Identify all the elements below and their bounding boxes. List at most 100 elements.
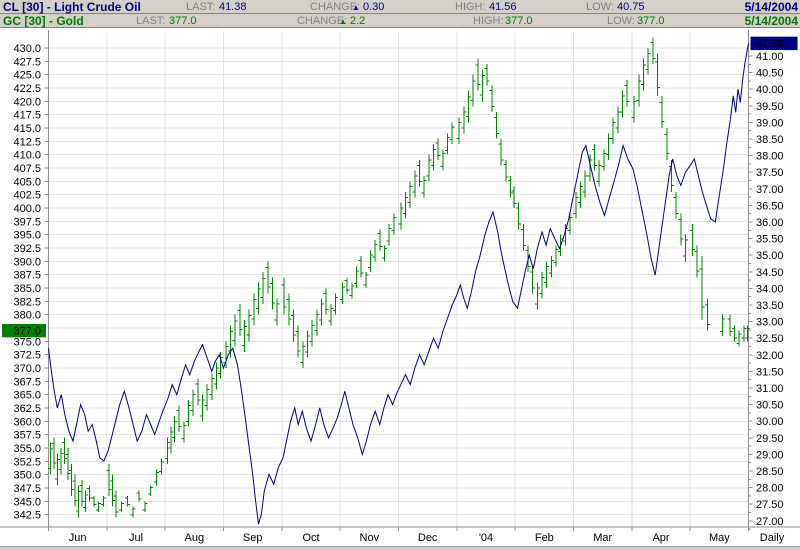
axis-label: 342.5 xyxy=(13,510,41,522)
axis-label: 352.5 xyxy=(13,456,41,468)
x-axis-labels: Jun Jul Aug Sep Oct Nov Dec '04 Feb Mar Apr May Dail… xyxy=(69,532,785,544)
axis-label: 29.50 xyxy=(756,433,784,445)
axis-label: 357.5 xyxy=(13,430,41,442)
axis-label: 422.5 xyxy=(13,83,41,95)
axis-frame xyxy=(0,30,800,531)
timeframe-label: Daily xyxy=(760,532,785,544)
axis-label: 362.5 xyxy=(13,403,41,415)
axis-label: 40.50 xyxy=(756,68,784,80)
axis-label: 407.5 xyxy=(13,163,41,175)
up-arrow-icon: ▲ xyxy=(352,3,360,12)
axis-label: 31.00 xyxy=(756,383,784,395)
axis-label: 385.0 xyxy=(13,283,41,295)
crude-last-price-tag: 41.38 xyxy=(750,36,798,50)
axis-label: 425.0 xyxy=(13,70,41,82)
gold-last-price-tag: 377.0 xyxy=(2,323,46,338)
x-axis-label: Jun xyxy=(69,532,87,544)
quote-row-gold[interactable]: GC [30] - Gold LAST: 377.0 CHANGE: ▲ 2.2… xyxy=(0,14,800,28)
low-label: LOW: xyxy=(607,15,635,27)
axis-label: 410.0 xyxy=(13,150,41,162)
axis-label: 27.50 xyxy=(756,499,784,511)
axis-label: 400.0 xyxy=(13,203,41,215)
last-label: LAST: xyxy=(186,1,216,13)
axis-label: 36.00 xyxy=(756,217,784,229)
x-axis-label: Feb xyxy=(535,532,554,544)
axis-label: 41.00 xyxy=(756,51,784,63)
axis-label: 345.0 xyxy=(13,496,41,508)
axis-label: 40.00 xyxy=(756,84,784,96)
window-bottom-edge xyxy=(0,546,800,550)
symbol-gold: GC [30] - Gold xyxy=(3,14,84,28)
axis-label: 37.00 xyxy=(756,184,784,196)
quote-row-crude[interactable]: CL [30] - Light Crude Oil LAST: 41.38 CH… xyxy=(0,0,800,14)
x-axis-label: Aug xyxy=(185,532,205,544)
gold-ohlc-bars xyxy=(47,37,750,518)
last-label: LAST: xyxy=(136,15,166,27)
last-value: 377.0 xyxy=(169,15,197,27)
axis-label: 27.00 xyxy=(756,516,784,528)
axis-label: 28.00 xyxy=(756,483,784,495)
crude-oil-line xyxy=(48,43,749,525)
quote-date: 5/14/2004 xyxy=(744,0,798,14)
axis-label: 34.50 xyxy=(756,267,784,279)
gold-last-price-text: 377.0 xyxy=(13,326,41,338)
axis-label: 427.5 xyxy=(13,56,41,68)
axis-label: 387.5 xyxy=(13,270,41,282)
axis-label: 360.0 xyxy=(13,416,41,428)
axis-label: 34.00 xyxy=(756,283,784,295)
x-axis-label: May xyxy=(709,532,730,544)
x-axis-label: Nov xyxy=(360,532,380,544)
x-axis-label: Sep xyxy=(243,532,263,544)
axis-label: 382.5 xyxy=(13,296,41,308)
x-axis-label: '04 xyxy=(479,532,493,544)
low-value: 40.75 xyxy=(617,1,645,13)
axis-label: 397.5 xyxy=(13,216,41,228)
quote-date: 5/14/2004 xyxy=(744,14,798,28)
change-label: CHANGE: xyxy=(310,1,361,13)
axis-label: 38.00 xyxy=(756,151,784,163)
up-arrow-icon: ▲ xyxy=(339,17,347,26)
axis-label: 380.0 xyxy=(13,310,41,322)
x-axis-label: Oct xyxy=(302,532,319,544)
low-label: LOW: xyxy=(586,1,614,13)
axis-label: 31.50 xyxy=(756,366,784,378)
axis-label: 32.00 xyxy=(756,350,784,362)
x-axis-label: Dec xyxy=(418,532,438,544)
axis-label: 415.0 xyxy=(13,123,41,135)
axis-label: 28.50 xyxy=(756,466,784,478)
axis-label: 372.5 xyxy=(13,350,41,362)
change-value: 0.30 xyxy=(363,1,385,13)
axis-label: 430.0 xyxy=(13,43,41,55)
x-axis-label: Apr xyxy=(652,532,669,544)
axis-label: 33.50 xyxy=(756,300,784,312)
axis-label: 39.50 xyxy=(756,101,784,113)
right-axis-labels: 41.00 40.50 40.00 39.50 39.00 38.50 38.00 37.50… xyxy=(756,51,784,528)
axis-label: 35.00 xyxy=(756,250,784,262)
axis-label: 355.0 xyxy=(13,443,41,455)
axis-label: 38.50 xyxy=(756,134,784,146)
axis-label: 32.50 xyxy=(756,333,784,345)
axis-label: 29.00 xyxy=(756,449,784,461)
axis-label: 365.0 xyxy=(13,390,41,402)
high-label: HIGH: xyxy=(473,15,504,27)
axis-label: 395.0 xyxy=(13,230,41,242)
axis-label: 30.00 xyxy=(756,416,784,428)
axis-label: 392.5 xyxy=(13,243,41,255)
last-value: 41.38 xyxy=(219,1,247,13)
crude-last-price-text: 41.38 xyxy=(756,38,784,50)
axis-label: 367.5 xyxy=(13,376,41,388)
low-value: 377.0 xyxy=(637,15,665,27)
axis-label: 33.00 xyxy=(756,317,784,329)
high-value: 41.56 xyxy=(489,1,517,13)
axis-label: 37.50 xyxy=(756,167,784,179)
x-axis-label: Jul xyxy=(129,532,143,544)
gridlines xyxy=(48,31,749,527)
axis-label: 30.50 xyxy=(756,400,784,412)
axis-label: 402.5 xyxy=(13,190,41,202)
axis-label: 412.5 xyxy=(13,136,41,148)
axis-label: 375.0 xyxy=(13,336,41,348)
high-value: 377.0 xyxy=(505,15,533,27)
